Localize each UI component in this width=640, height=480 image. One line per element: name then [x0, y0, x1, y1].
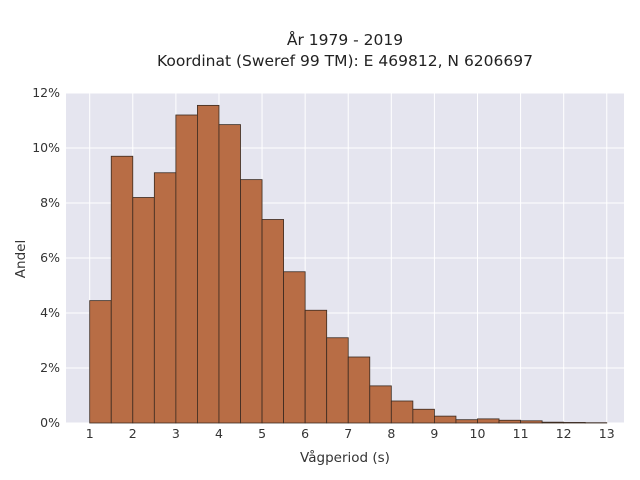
x-axis-label: Vågperiod (s) — [300, 449, 390, 466]
y-tick-label: 6% — [40, 250, 60, 265]
y-tick-label: 4% — [40, 305, 60, 320]
x-tick-label: 5 — [258, 426, 266, 441]
histogram-bar — [153, 172, 177, 424]
y-tick-label: 2% — [40, 360, 60, 375]
histogram-bar — [304, 309, 328, 424]
y-axis-label: Andel — [13, 240, 29, 278]
histogram-bar — [261, 219, 284, 424]
y-tick-label: 8% — [40, 195, 60, 210]
x-tick-label: 3 — [172, 426, 180, 441]
histogram-bar — [283, 271, 306, 424]
x-tick-label: 12 — [556, 426, 572, 441]
histogram-bar — [369, 385, 392, 424]
histogram-bar — [563, 422, 586, 424]
histogram-bar — [197, 104, 220, 424]
x-tick-label: 10 — [470, 426, 486, 441]
x-tick-label: 2 — [129, 426, 137, 441]
histogram-bar — [218, 124, 241, 424]
x-tick-label: 6 — [301, 426, 309, 441]
histogram-bar — [132, 197, 155, 424]
histogram-bar — [520, 420, 543, 424]
bars — [89, 104, 608, 424]
histogram-bar — [110, 155, 134, 424]
y-tick-label: 10% — [32, 140, 60, 155]
histogram-bar — [434, 415, 457, 424]
histogram-bar — [175, 114, 198, 424]
x-tick-label: 7 — [344, 426, 352, 441]
x-tick-label: 9 — [430, 426, 438, 441]
histogram-bar — [498, 419, 521, 424]
histogram-bar — [347, 356, 371, 424]
x-tick-label: 13 — [599, 426, 615, 441]
histogram-bar — [390, 400, 414, 424]
y-tick-label: 0% — [40, 415, 60, 430]
chart-subtitle: Koordinat (Sweref 99 TM): E 469812, N 62… — [157, 52, 533, 70]
histogram-bar — [455, 419, 478, 424]
histogram-bar — [541, 421, 565, 424]
x-tick-label: 4 — [215, 426, 223, 441]
histogram-bar — [477, 418, 500, 424]
histogram-bar — [89, 300, 112, 424]
x-tick-label: 8 — [387, 426, 395, 441]
histogram-bar — [412, 408, 435, 424]
x-tick-label: 11 — [513, 426, 529, 441]
x-tick-label: 1 — [86, 426, 94, 441]
x-axis-ticks: 1 2 3 4 5 6 7 8 9 10 11 12 13 — [86, 426, 615, 441]
histogram-bar — [326, 337, 349, 424]
chart-title: År 1979 - 2019 — [287, 30, 403, 49]
y-tick-label: 12% — [32, 85, 60, 100]
y-axis-ticks: 0% 2% 4% 6% 8% 10% 12% — [32, 85, 60, 430]
histogram-bar — [240, 179, 263, 424]
